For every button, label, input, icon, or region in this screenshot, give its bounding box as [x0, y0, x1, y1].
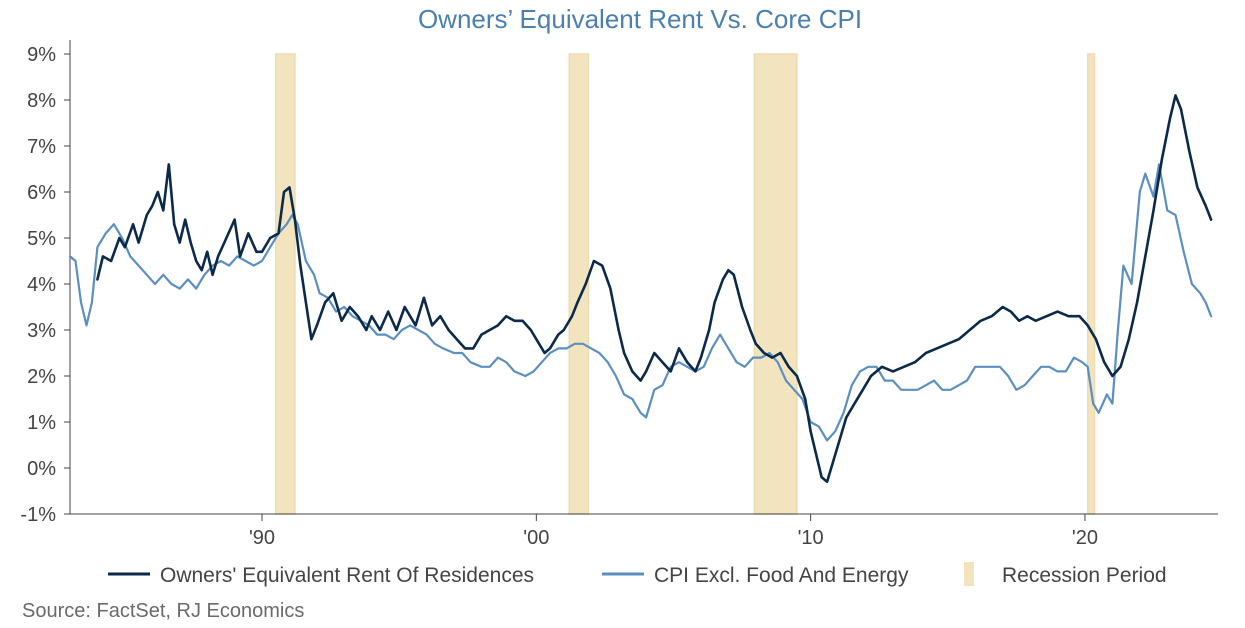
- recession-band-0: [274, 53, 296, 515]
- y-tick-label: -1%: [20, 504, 56, 526]
- legend: Owners' Equivalent Rent Of Residences CP…: [108, 562, 1167, 587]
- recession-band-3: [1086, 53, 1096, 515]
- x-tick-label: '20: [1072, 527, 1098, 549]
- legend-swatch-recession: [964, 562, 974, 586]
- y-tick-label: 4%: [27, 274, 56, 296]
- y-tick-label: 5%: [27, 228, 56, 250]
- series-lines: [68, 94, 1213, 484]
- chart-title: Owners’ Equivalent Rent Vs. Core CPI: [418, 4, 862, 34]
- recession-bands: [274, 53, 1096, 515]
- legend-label-core: CPI Excl. Food And Energy: [654, 564, 909, 587]
- x-tick-label: '00: [523, 527, 549, 549]
- axes: [69, 40, 1218, 515]
- x-tick-label: '10: [798, 527, 824, 549]
- x-ticks: '90 '00 '10 '20: [249, 514, 1098, 549]
- x-tick-label: '90: [249, 527, 275, 549]
- y-tick-label: 0%: [27, 458, 56, 480]
- legend-label-oer: Owners' Equivalent Rent Of Residences: [160, 564, 534, 587]
- y-tick-label: 8%: [27, 90, 56, 112]
- legend-label-recession: Recession Period: [1002, 564, 1167, 587]
- series-line-core-cpi: [68, 163, 1213, 442]
- y-tick-label: 9%: [27, 44, 56, 66]
- source-note: Source: FactSet, RJ Economics: [22, 600, 304, 622]
- y-ticks: 9% 8% 7% 6% 5% 4% 3% 2% 1% 0% -1%: [20, 44, 70, 526]
- recession-band-2: [753, 53, 798, 515]
- y-tick-label: 6%: [27, 182, 56, 204]
- series-line-oer: [96, 94, 1213, 484]
- y-tick-label: 7%: [27, 136, 56, 158]
- y-tick-label: 3%: [27, 320, 56, 342]
- y-tick-label: 1%: [27, 412, 56, 434]
- y-tick-label: 2%: [27, 366, 56, 388]
